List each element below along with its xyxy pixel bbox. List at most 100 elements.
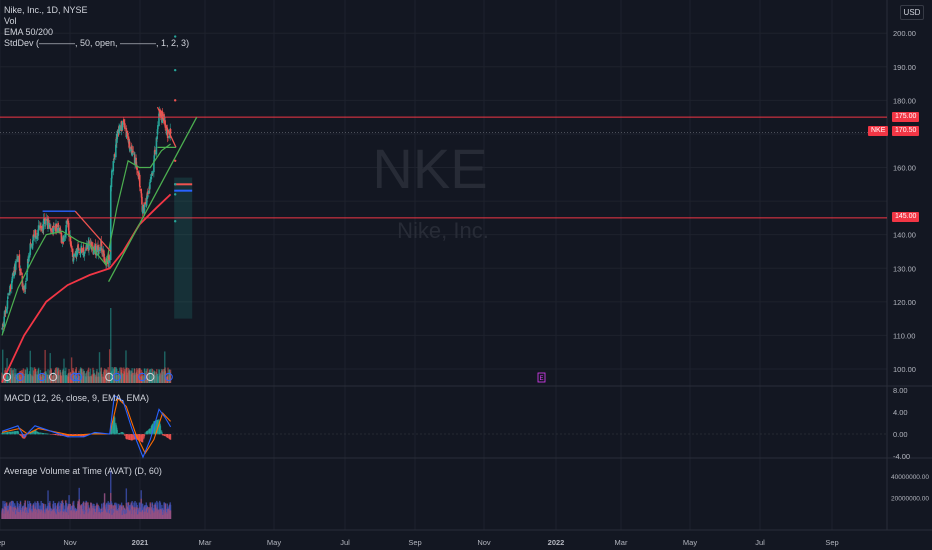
candle-body xyxy=(28,254,31,258)
avat-bar xyxy=(114,502,116,519)
avat-bar xyxy=(91,505,93,519)
avat-bar xyxy=(159,502,162,519)
macd-legend[interactable]: MACD (12, 26, close, 9, EMA, EMA) xyxy=(4,393,150,403)
avat-overlay-bar xyxy=(15,514,17,519)
avat-bar xyxy=(124,509,126,519)
avat-bar xyxy=(96,502,98,519)
volume-bar xyxy=(141,375,144,383)
avat-overlay-bar xyxy=(152,510,154,519)
volume-bar xyxy=(19,370,21,383)
candle-body xyxy=(21,276,24,287)
avat-bar xyxy=(121,510,124,519)
macd-histogram-bar xyxy=(42,433,45,435)
volume-bar xyxy=(164,351,166,383)
candle-body xyxy=(29,243,32,246)
macd-histogram-bar xyxy=(7,432,9,435)
candle-body xyxy=(2,324,4,327)
candle-body xyxy=(135,157,137,168)
avat-bar xyxy=(152,505,154,519)
avat-overlay-bar xyxy=(37,508,40,519)
currency-badge[interactable]: USD xyxy=(900,5,924,20)
candle-body xyxy=(124,123,126,129)
symbol-title[interactable]: Nike, Inc., 1D, NYSE xyxy=(4,5,88,15)
avat-overlay-bar xyxy=(4,506,7,519)
candle-body xyxy=(86,244,88,248)
price-axis-label: 140.00 xyxy=(893,231,916,240)
candle-body xyxy=(92,247,95,254)
macd-line xyxy=(1,394,172,459)
volume-bar xyxy=(40,376,42,383)
stddev-marker xyxy=(173,183,177,186)
avat-overlay-bar xyxy=(126,506,129,519)
candle-body xyxy=(94,243,97,256)
main-legend: Nike, Inc., 1D, NYSE Vol EMA 50/200 StdD… xyxy=(4,5,189,49)
macd-histogram-bar xyxy=(35,430,37,435)
avat-overlay-bar xyxy=(27,512,30,519)
candle-body xyxy=(47,222,50,229)
candle-body xyxy=(152,172,154,174)
candle-body xyxy=(36,235,38,239)
candle-body xyxy=(169,129,172,134)
candle-body xyxy=(133,152,135,154)
time-axis-label: Nov xyxy=(477,538,491,547)
volume-bar xyxy=(58,375,60,383)
avat-bar xyxy=(25,509,27,519)
event-icon xyxy=(37,372,46,382)
avat-overlay-bar xyxy=(149,502,151,519)
avat-overlay-bar xyxy=(22,511,25,519)
time-axis-label: Sep xyxy=(408,538,421,547)
avat-bar xyxy=(30,505,32,519)
volume-bar xyxy=(48,374,50,383)
candle-body xyxy=(8,294,11,295)
volume-bar xyxy=(131,372,134,383)
avat-legend[interactable]: Average Volume at Time (AVAT) (D, 60) xyxy=(4,466,162,476)
candle-body xyxy=(161,111,164,117)
candle-body xyxy=(67,220,70,225)
avat-bar xyxy=(125,488,128,519)
candle-body xyxy=(113,158,115,160)
avat-overlay-bar xyxy=(10,505,12,519)
time-axis-label: Jul xyxy=(755,538,765,547)
candle-body xyxy=(118,128,120,134)
time-axis-label: 2022 xyxy=(548,538,565,547)
volume-bar xyxy=(149,368,151,383)
stddev-marker xyxy=(173,220,177,223)
avat-bar xyxy=(131,505,134,519)
avat-bar xyxy=(65,502,68,519)
stddev-legend[interactable]: StdDev (————, 50, open, ————, 1, 2, 3) xyxy=(4,38,190,48)
projection-level-red xyxy=(174,183,193,186)
candle-body xyxy=(116,130,119,140)
candle-body xyxy=(96,245,98,253)
candle-body xyxy=(35,237,37,239)
volume-bar xyxy=(25,373,27,383)
macd-histogram-bar xyxy=(139,434,141,442)
macd-histogram-bar xyxy=(154,420,157,435)
macd-histogram-bar xyxy=(45,433,47,435)
avat-overlay-bar xyxy=(119,504,121,519)
avat-bar xyxy=(134,500,136,519)
avat-bar xyxy=(50,508,52,519)
macd-histogram-bar xyxy=(83,434,85,437)
candle-body xyxy=(109,185,112,261)
avat-bar xyxy=(149,503,151,519)
macd-histogram-bar xyxy=(12,431,14,435)
stddev-marker xyxy=(173,35,177,38)
candle-body xyxy=(156,136,158,139)
candle-body xyxy=(17,256,20,258)
avat-overlay-bar xyxy=(93,508,96,519)
avat-bar xyxy=(154,502,157,519)
candle-body xyxy=(100,246,103,250)
avat-overlay-bar xyxy=(131,505,134,519)
ema-legend[interactable]: EMA 50/200 xyxy=(4,27,54,37)
avat-overlay-bar xyxy=(83,514,85,519)
ema200-line xyxy=(1,193,172,383)
avat-bar xyxy=(35,503,37,519)
volume-bar xyxy=(75,367,78,383)
avat-overlay-bar xyxy=(167,509,169,519)
avat-bar xyxy=(103,493,106,519)
candle-body xyxy=(151,173,154,175)
volume-legend[interactable]: Vol xyxy=(4,16,17,26)
candle-body xyxy=(99,247,102,251)
candle-body xyxy=(111,171,113,173)
